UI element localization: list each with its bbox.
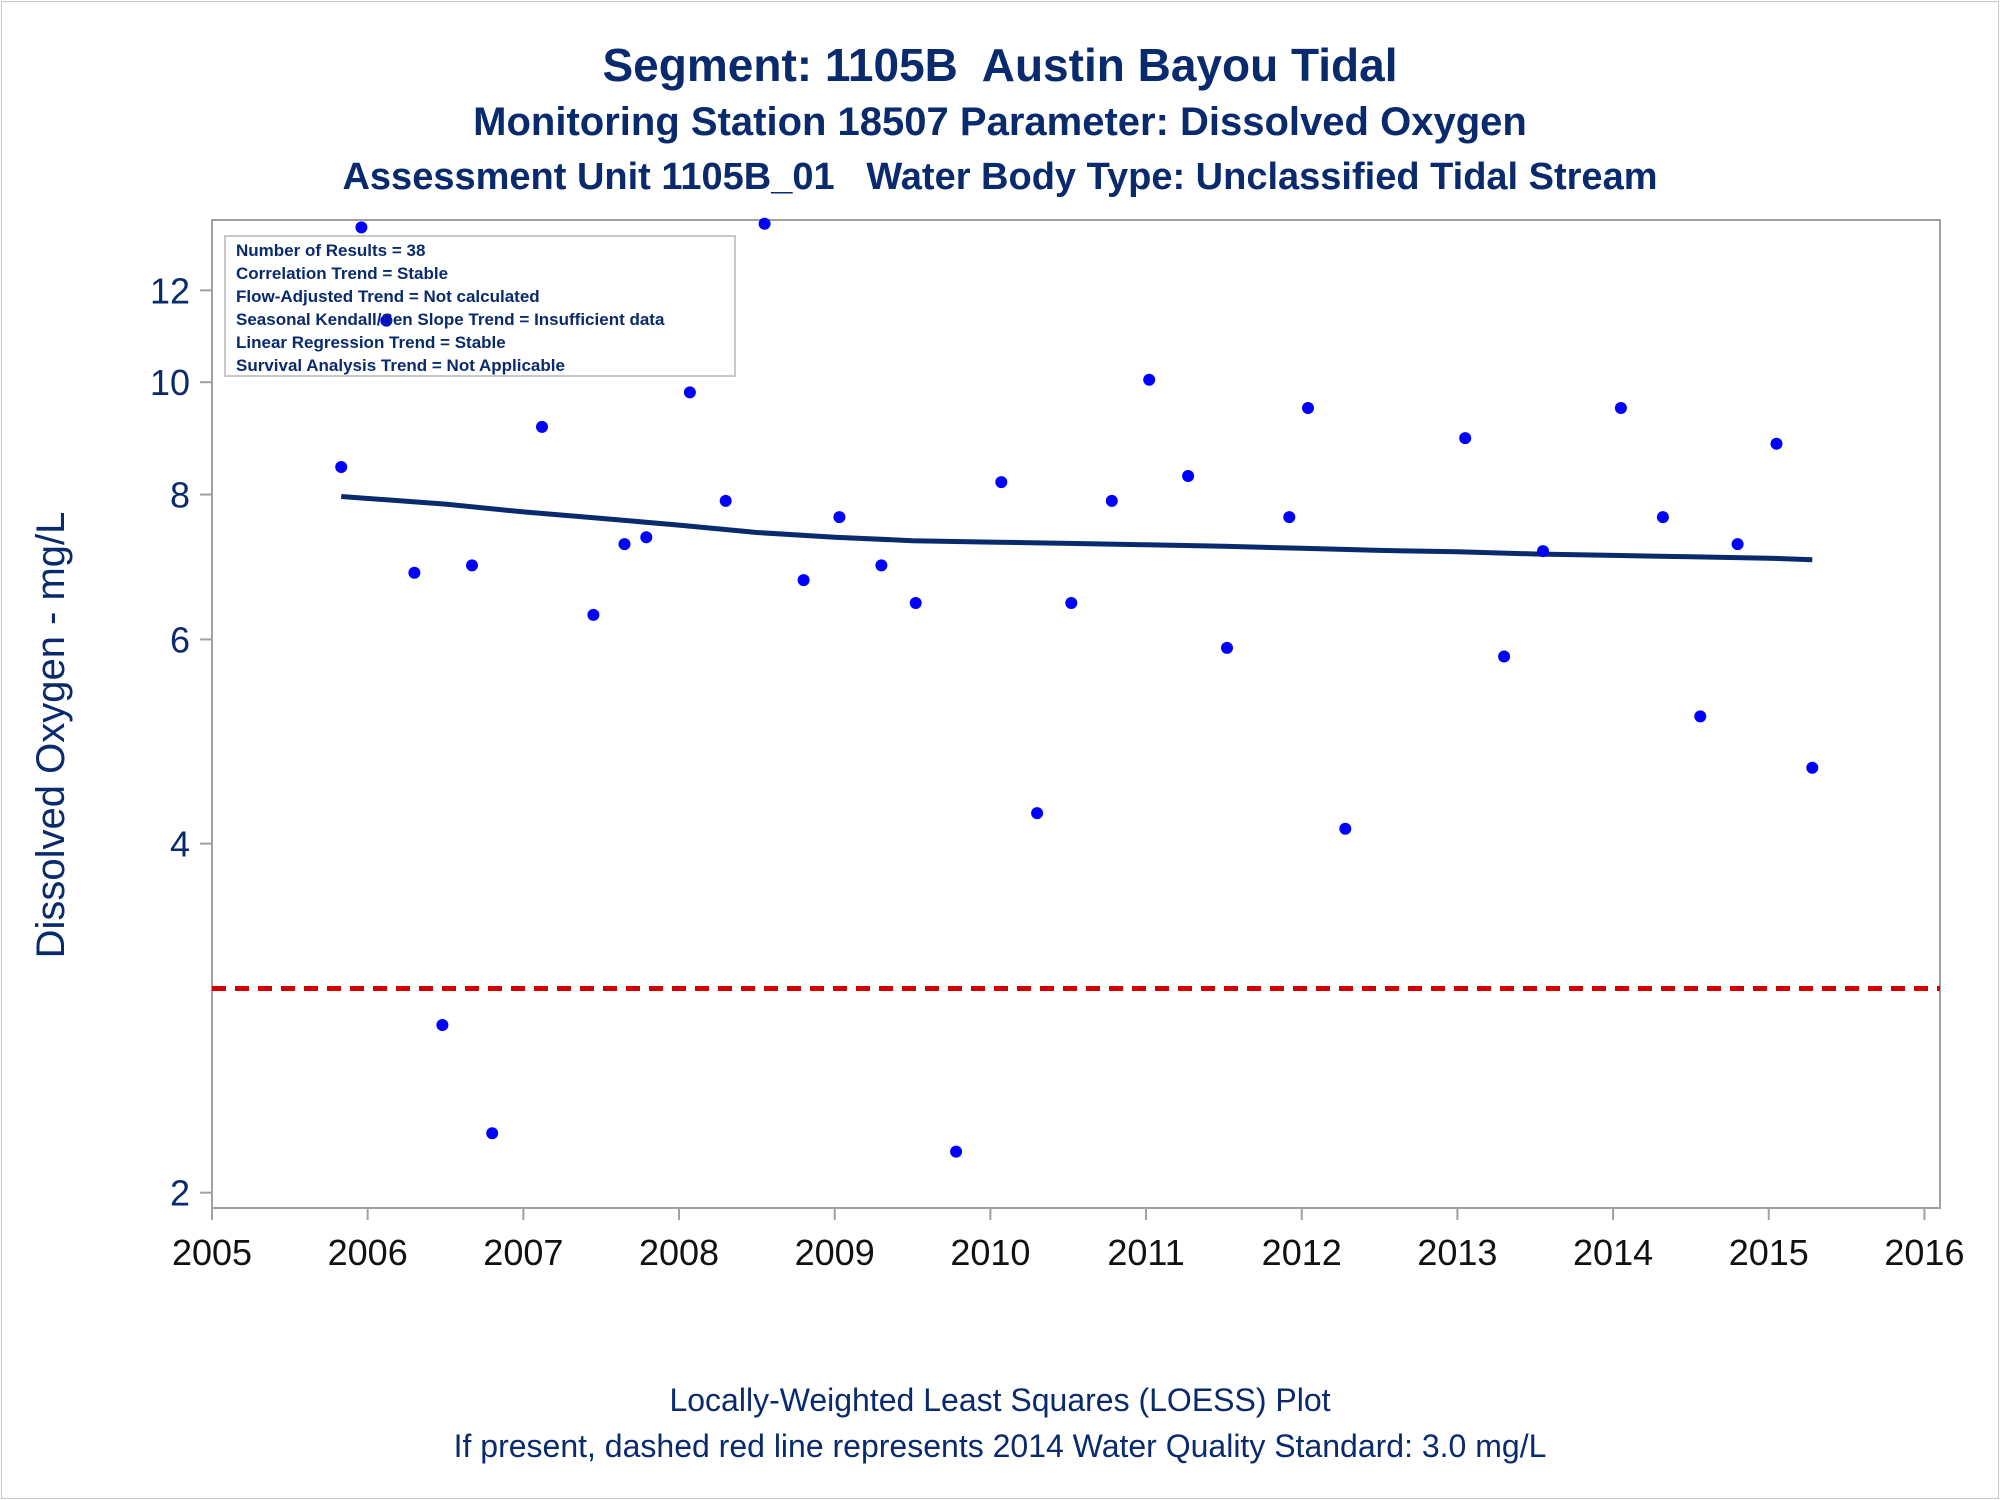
data-point xyxy=(719,494,732,507)
data-point xyxy=(950,1145,963,1158)
x-tick-label: 2008 xyxy=(639,1232,719,1273)
data-point xyxy=(486,1127,499,1140)
data-point xyxy=(1806,761,1819,774)
y-axis-label: Dissolved Oxygen - mg/L xyxy=(29,512,73,959)
y-tick-label: 6 xyxy=(170,619,190,660)
stats-line: Number of Results = 38 xyxy=(236,241,425,260)
data-point xyxy=(833,511,846,524)
plot-frame xyxy=(211,219,1941,1209)
data-point xyxy=(1694,710,1707,723)
stats-line: Linear Regression Trend = Stable xyxy=(236,333,506,352)
y-tick-label: 12 xyxy=(150,270,190,311)
loess-trend-line xyxy=(341,494,1813,563)
data-point xyxy=(995,476,1008,489)
data-point xyxy=(1143,373,1156,386)
y-tick-label: 2 xyxy=(170,1173,190,1214)
x-tick-label: 2012 xyxy=(1262,1232,1342,1273)
data-point xyxy=(618,538,631,551)
data-point xyxy=(1221,641,1233,654)
data-point xyxy=(683,386,696,399)
data-point xyxy=(587,608,600,621)
data-point xyxy=(436,1019,449,1031)
stats-line: Seasonal Kendall/Sen Slope Trend = Insuf… xyxy=(236,310,665,329)
x-tick-label: 2011 xyxy=(1107,1232,1184,1273)
data-point xyxy=(1283,511,1296,524)
data-point xyxy=(1182,470,1195,482)
x-tick-label: 2013 xyxy=(1417,1232,1497,1273)
data-point xyxy=(758,217,771,230)
stats-line: Flow-Adjusted Trend = Not calculated xyxy=(236,287,540,306)
stats-box: Number of Results = 38 Correlation Trend… xyxy=(224,235,736,377)
data-point xyxy=(1459,432,1472,445)
x-tick-label: 2014 xyxy=(1573,1232,1653,1273)
x-tick-label: 2009 xyxy=(795,1232,875,1273)
chart-marks xyxy=(212,217,1940,1158)
data-point xyxy=(1614,402,1627,414)
chart-subtitle-1: Monitoring Station 18507 Parameter: Diss… xyxy=(473,100,1527,144)
plot-area: 2005 2006 2007 2008 2009 2010 2011 2012 2013 2014… xyxy=(150,219,1964,1273)
stats-line: Survival Analysis Trend = Not Applicable xyxy=(236,356,565,375)
x-tick-label: 2016 xyxy=(1884,1232,1964,1273)
data-point xyxy=(875,559,888,572)
data-point xyxy=(536,420,548,433)
y-tick-label: 10 xyxy=(150,362,190,403)
chart-subtitle-2: Assessment Unit 1105B_01 Water Body Type… xyxy=(342,156,1658,198)
data-point xyxy=(1105,494,1118,507)
data-point xyxy=(1656,511,1669,524)
x-tick-label: 2015 xyxy=(1729,1232,1809,1273)
x-tick-label: 2010 xyxy=(950,1232,1030,1273)
data-point xyxy=(1498,650,1511,663)
stats-line: Correlation Trend = Stable xyxy=(236,264,448,283)
data-point xyxy=(1302,402,1314,414)
y-tick-label: 4 xyxy=(170,824,190,865)
x-tick-label: 2005 xyxy=(172,1232,252,1273)
data-point xyxy=(380,314,393,327)
data-point xyxy=(335,461,348,473)
data-point xyxy=(909,597,922,609)
x-tick-label: 2007 xyxy=(483,1232,563,1273)
data-point xyxy=(1065,597,1078,609)
chart-title: Segment: 1105B Austin Bayou Tidal xyxy=(602,39,1398,91)
footnote-loess: Locally-Weighted Least Squares (LOESS) P… xyxy=(669,1382,1331,1418)
stats-box-border xyxy=(224,235,736,377)
data-point xyxy=(1537,545,1549,558)
data-point xyxy=(640,531,653,544)
data-point xyxy=(797,574,810,587)
x-tick-label: 2006 xyxy=(328,1232,408,1273)
data-point xyxy=(1731,538,1744,551)
footnote-standard: If present, dashed red line represents 2… xyxy=(453,1428,1547,1464)
data-point xyxy=(466,559,478,572)
data-point xyxy=(355,221,368,234)
y-tick-label: 8 xyxy=(170,475,190,516)
data-point xyxy=(1031,807,1044,820)
data-point xyxy=(408,566,421,579)
data-point xyxy=(1770,437,1783,450)
data-point xyxy=(1339,822,1352,835)
